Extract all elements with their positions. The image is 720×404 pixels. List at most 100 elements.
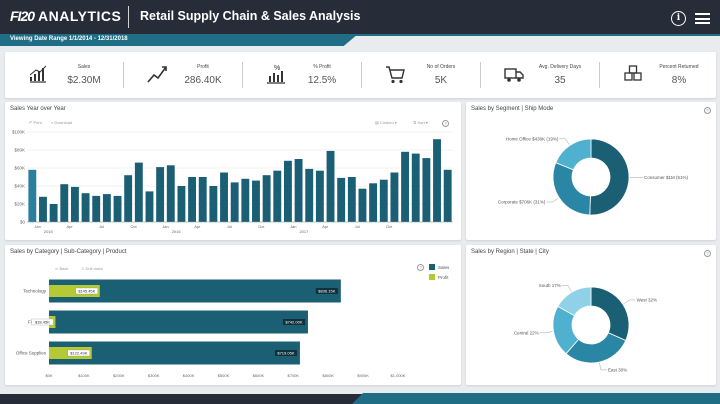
y-tick-label: $60K [14,166,25,171]
sales-bar[interactable] [369,183,378,222]
percent-profit-icon: % [267,65,285,84]
x-tick-label: $200K [113,373,125,378]
x-tick-label: Jan [290,224,296,229]
hamburger-menu-icon[interactable] [695,13,710,24]
x-tick-label: $100K [78,373,90,378]
sales-bar[interactable] [315,170,324,222]
sales-bar[interactable] [60,184,69,222]
sales-bar[interactable] [273,170,282,222]
x-tick-label: $0K [45,373,52,378]
date-range-banner: Viewing Date Range 1/1/2014 - 12/31/2018 [0,34,358,46]
sales-bar[interactable] [177,186,186,222]
header-accent-line [0,34,720,36]
donut-slice[interactable] [590,286,630,342]
sales-bar[interactable] [49,204,58,222]
x-tick-label: Oct [258,224,265,229]
sales-bar[interactable] [294,159,303,222]
category-label: Technology [23,289,47,294]
sales-bar[interactable] [305,168,314,222]
print-label: Print [33,120,42,125]
kpi-label: No of Orders [426,64,456,70]
sales-bar[interactable] [81,193,90,222]
kpi-value: 12.5% [307,75,337,86]
sales-bar[interactable] [326,150,335,222]
profit-trend-icon [147,66,167,83]
sales-bar[interactable] [39,196,47,222]
kpi-value: 8% [671,75,687,86]
x-year-label: 2017 [299,229,309,234]
sales-bar[interactable] [102,194,111,222]
sort-button[interactable]: ⇅ Sort ▾ [413,120,428,125]
help-icon[interactable]: ? [442,120,449,127]
help-icon[interactable]: ? [417,264,424,271]
custom-button[interactable]: ▤ Custom ▾ [375,120,397,125]
sales-bar[interactable] [49,341,300,365]
drill-down-button[interactable]: ⇩ Drill down [81,266,104,271]
sales-bar[interactable] [198,177,207,222]
profit-value-box [67,349,90,357]
kpi-label: Avg. Delivery Days [538,64,582,70]
sales-bar[interactable] [422,158,431,222]
donut-slice[interactable] [555,138,592,171]
slice-label: Home Office $430K (19%) [506,136,559,141]
sales-bar[interactable] [283,160,292,222]
help-icon[interactable]: ? [704,107,711,114]
back-label: Back [59,266,69,271]
sales-bar[interactable] [28,169,37,222]
sales-bar[interactable] [166,165,175,222]
donut-slice[interactable] [557,286,592,317]
profit-value-label: $145.45K [78,289,95,294]
print-button[interactable]: ↶ Print [29,120,42,125]
sales-bar[interactable] [241,178,250,222]
back-button[interactable]: ⇦ Back [55,266,69,271]
sales-bar[interactable] [379,179,388,222]
sales-bar[interactable] [220,172,228,223]
x-tick-label: Apr [194,224,201,229]
sales-bar[interactable] [209,186,218,222]
sales-bar[interactable] [347,177,356,222]
x-year-label: 2016 [172,229,182,234]
sales-bar[interactable] [230,182,239,222]
category-label: Office Supplies [16,351,47,356]
help-icon[interactable]: ? [704,250,711,257]
sales-bar[interactable] [49,279,341,303]
sales-bar[interactable] [188,177,197,222]
logo-text: ANALYTICS [38,8,122,24]
sales-bar[interactable] [113,195,122,222]
sales-bar[interactable] [390,172,399,223]
sales-bar[interactable] [134,162,143,222]
kpi-delivery-days: Avg. Delivery Days 35 [481,52,599,98]
sales-bar[interactable] [70,186,79,222]
sales-bar[interactable] [49,310,308,334]
sales-bar[interactable] [145,191,154,222]
donut-slice[interactable] [552,162,591,216]
sales-bar[interactable] [156,167,165,222]
sales-bar[interactable] [337,177,346,222]
sales-bar[interactable] [262,175,271,222]
sales-bar[interactable] [433,139,441,222]
drill-down-label: Drill down [85,266,104,271]
x-tick-label: $900K [357,373,369,378]
kpi-separator [361,62,362,88]
sales-bar[interactable] [358,188,367,222]
sales-value-label: $719.05K [277,351,294,356]
info-icon[interactable]: i [671,11,686,26]
sales-bar[interactable] [124,175,133,222]
x-tick-label: $700K [288,373,300,378]
x-tick-label: Apr [322,224,329,229]
sales-bar[interactable] [92,195,101,222]
kpi-label: Sales [77,64,91,70]
x-tick-label: Apr [66,224,73,229]
download-button[interactable]: ⌕ Download [51,120,73,125]
region-donut-chart: West 32% East 30% Central 22% South 17% [514,283,657,373]
y-tick-label: $80K [14,148,25,153]
sales-bar[interactable] [252,180,260,222]
sales-bar[interactable] [443,169,452,222]
sales-bar[interactable] [411,153,420,222]
donut-slice[interactable] [589,138,630,216]
sales-bar[interactable] [401,151,410,222]
x-tick-label: $400K [183,373,195,378]
profit-value-label: $122.49K [70,351,87,356]
kpi-label: Percent Returned [659,64,699,70]
segment-card: Sales by Segment | Ship Mode ? Consumer … [466,102,716,240]
